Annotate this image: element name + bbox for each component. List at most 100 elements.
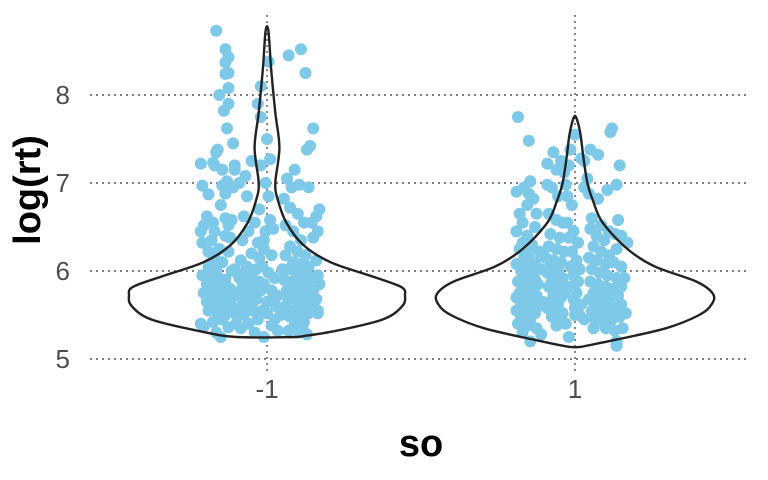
y-tick-label-5: 5 bbox=[56, 344, 70, 374]
point-so-1 bbox=[565, 245, 578, 258]
point-so-1 bbox=[561, 216, 574, 229]
point-so-1 bbox=[559, 317, 572, 330]
point-so--1 bbox=[313, 203, 326, 216]
point-so-1 bbox=[565, 199, 578, 211]
point-so-1 bbox=[569, 128, 581, 141]
point-so--1 bbox=[210, 24, 223, 37]
point-so-1 bbox=[545, 181, 558, 194]
point-so--1 bbox=[281, 172, 293, 185]
point-so-1 bbox=[618, 272, 631, 284]
point-so--1 bbox=[210, 146, 223, 159]
point-so--1 bbox=[213, 89, 226, 101]
point-so--1 bbox=[239, 170, 252, 182]
point-so-1 bbox=[616, 322, 629, 335]
point-so-1 bbox=[561, 190, 574, 203]
point-so-1 bbox=[530, 207, 543, 220]
point-so--1 bbox=[299, 249, 312, 262]
point-so-1 bbox=[606, 122, 618, 135]
point-so--1 bbox=[304, 140, 317, 152]
y-tick-label-6: 6 bbox=[56, 256, 70, 286]
point-so-1 bbox=[513, 243, 526, 255]
jittered-points bbox=[194, 24, 634, 352]
point-so--1 bbox=[216, 163, 229, 176]
point-so-1 bbox=[550, 319, 563, 332]
point-so-1 bbox=[610, 178, 623, 191]
point-so--1 bbox=[265, 249, 278, 262]
point-so--1 bbox=[241, 190, 253, 203]
point-so--1 bbox=[222, 67, 235, 79]
point-so--1 bbox=[205, 234, 218, 247]
point-so--1 bbox=[277, 192, 290, 205]
point-so-1 bbox=[510, 225, 523, 238]
point-so--1 bbox=[245, 298, 258, 311]
point-so--1 bbox=[248, 326, 261, 339]
point-so--1 bbox=[307, 122, 320, 135]
point-so--1 bbox=[228, 263, 241, 276]
point-so-1 bbox=[610, 339, 623, 352]
y-tick-labels: 5 6 7 8 bbox=[56, 80, 70, 374]
point-so-1 bbox=[544, 228, 557, 240]
x-tick-label--1: -1 bbox=[255, 374, 278, 404]
point-so--1 bbox=[274, 309, 287, 321]
point-so--1 bbox=[259, 177, 272, 189]
point-so-1 bbox=[547, 146, 560, 159]
point-so--1 bbox=[251, 313, 264, 326]
point-so--1 bbox=[270, 300, 283, 313]
point-so--1 bbox=[302, 181, 315, 194]
point-so--1 bbox=[224, 231, 236, 244]
x-axis-title: so bbox=[399, 423, 443, 465]
point-so--1 bbox=[301, 328, 313, 341]
point-so--1 bbox=[267, 222, 280, 235]
point-so--1 bbox=[294, 43, 307, 56]
point-so--1 bbox=[313, 278, 326, 291]
point-so-1 bbox=[615, 260, 628, 273]
point-so-1 bbox=[562, 231, 575, 244]
point-so--1 bbox=[202, 188, 215, 201]
point-so--1 bbox=[290, 313, 303, 326]
point-so-1 bbox=[612, 214, 625, 226]
point-so--1 bbox=[227, 137, 240, 150]
point-so--1 bbox=[294, 234, 307, 247]
point-so--1 bbox=[214, 199, 227, 211]
point-so--1 bbox=[196, 179, 209, 192]
x-tick-labels: -1 1 bbox=[255, 374, 582, 404]
point-so--1 bbox=[196, 236, 209, 249]
point-so--1 bbox=[291, 207, 304, 220]
y-tick-label-8: 8 bbox=[56, 80, 70, 110]
point-so--1 bbox=[279, 249, 292, 262]
point-so--1 bbox=[228, 163, 241, 176]
point-so--1 bbox=[207, 316, 220, 328]
point-so-1 bbox=[553, 231, 566, 244]
point-so--1 bbox=[219, 56, 232, 69]
point-so--1 bbox=[288, 163, 301, 176]
point-so--1 bbox=[251, 97, 264, 110]
point-so-1 bbox=[522, 134, 535, 147]
point-so--1 bbox=[237, 210, 250, 223]
point-so--1 bbox=[219, 187, 232, 200]
point-so-1 bbox=[599, 322, 612, 335]
y-axis-title: log(rt) bbox=[7, 135, 49, 245]
violin-outlines bbox=[127, 24, 716, 349]
point-so-1 bbox=[535, 328, 548, 341]
point-so--1 bbox=[222, 97, 235, 110]
point-so--1 bbox=[221, 122, 233, 135]
point-so-1 bbox=[598, 234, 611, 247]
point-so--1 bbox=[202, 304, 215, 317]
point-so-1 bbox=[587, 322, 600, 335]
point-so--1 bbox=[293, 178, 306, 191]
point-so--1 bbox=[311, 307, 324, 320]
point-so-1 bbox=[527, 192, 540, 205]
point-so-1 bbox=[516, 216, 529, 229]
point-so-1 bbox=[512, 317, 524, 330]
violin-so--1 bbox=[127, 24, 407, 339]
point-so--1 bbox=[222, 82, 235, 94]
point-so-1 bbox=[590, 254, 603, 267]
point-so--1 bbox=[234, 322, 247, 335]
point-so--1 bbox=[248, 216, 261, 229]
point-so-1 bbox=[592, 148, 605, 161]
point-so-1 bbox=[601, 184, 614, 196]
point-so--1 bbox=[237, 309, 250, 321]
point-so--1 bbox=[253, 203, 266, 216]
point-so-1 bbox=[610, 243, 623, 255]
